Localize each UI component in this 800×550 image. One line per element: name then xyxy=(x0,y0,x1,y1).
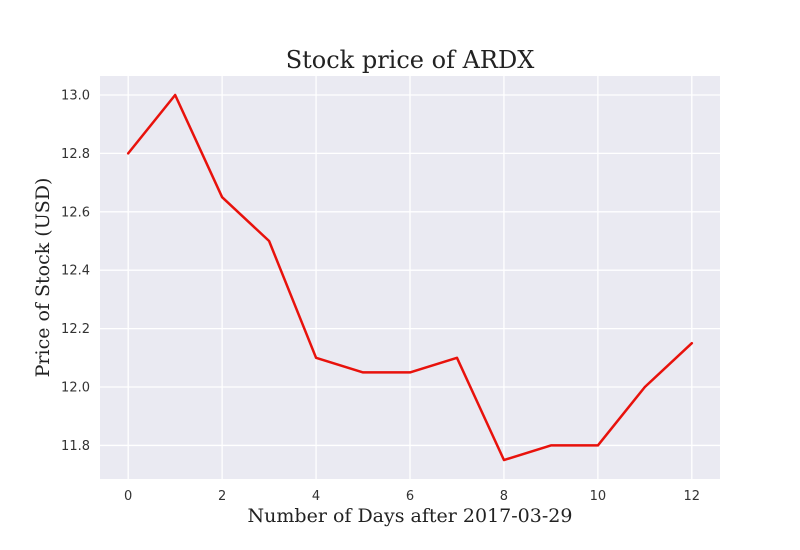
y-tick-label: 12.0 xyxy=(61,381,90,396)
x-tick-label: 8 xyxy=(500,489,508,504)
x-tick-label: 2 xyxy=(218,489,226,504)
y-tick-label: 12.2 xyxy=(61,322,90,337)
y-tick-label: 12.4 xyxy=(61,264,90,279)
series-line xyxy=(126,93,694,462)
y-tick-label: 13.0 xyxy=(61,88,90,103)
x-axis-label: Number of Days after 2017-03-29 xyxy=(248,505,573,527)
x-tick-labels: 0 2 4 6 8 10 12 xyxy=(124,489,700,504)
y-tick-labels: 11.8 12.0 12.2 12.4 12.6 12.8 13.0 xyxy=(61,88,90,453)
y-axis-label: Price of Stock (USD) xyxy=(32,178,54,378)
y-gridlines xyxy=(100,94,720,447)
series-layer xyxy=(126,93,694,462)
x-gridlines xyxy=(127,76,693,479)
y-tick-label: 12.8 xyxy=(61,147,90,162)
x-tick-label: 6 xyxy=(406,489,414,504)
x-tick-label: 10 xyxy=(590,489,607,504)
x-tick-label: 0 xyxy=(124,489,132,504)
y-tick-label: 11.8 xyxy=(61,439,90,454)
chart-title: Stock price of ARDX xyxy=(286,46,535,74)
x-tick-label: 12 xyxy=(684,489,701,504)
x-tick-label: 4 xyxy=(312,489,320,504)
y-tick-label: 12.6 xyxy=(61,205,90,220)
